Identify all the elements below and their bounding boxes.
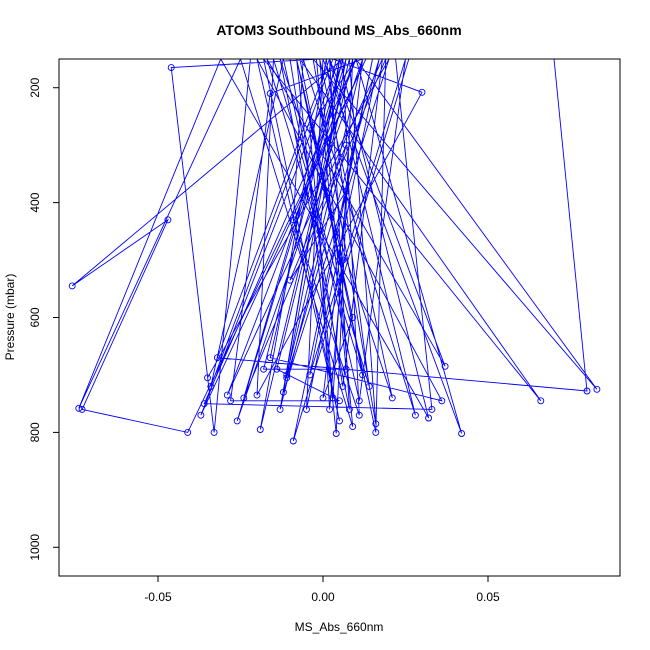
data-point: [227, 397, 235, 405]
data-point: [204, 374, 211, 382]
plot-area: [68, 59, 601, 445]
data-point: [283, 374, 291, 382]
data-point: [289, 437, 297, 445]
data-point: [197, 411, 205, 419]
x-axis: -0.05 0.00 0.05: [144, 576, 500, 604]
data-point: [438, 397, 446, 405]
y-axis: 200 400 600 800 1000: [28, 77, 59, 561]
data-point: [593, 385, 601, 393]
data-point: [303, 405, 310, 413]
data-point: [441, 362, 449, 370]
data-point: [319, 394, 327, 402]
data-point: [339, 382, 347, 390]
data-point: [537, 397, 545, 405]
data-point: [336, 397, 343, 405]
y-tick-label: 600: [28, 307, 42, 327]
data-point: [78, 405, 86, 413]
data-point: [428, 405, 436, 413]
data-point: [240, 394, 248, 402]
y-axis-label: Pressure (mbar): [3, 274, 17, 361]
data-point: [289, 216, 297, 224]
data-point: [345, 405, 353, 413]
data-point: [260, 365, 268, 373]
data-point: [283, 371, 291, 379]
data-point: [306, 124, 314, 132]
plot-frame: [58, 58, 621, 577]
data-point: [266, 90, 274, 97]
data-point: [184, 428, 192, 436]
series-line: [71, 59, 598, 442]
data-point: [210, 428, 218, 436]
data-point: [326, 405, 334, 413]
data-point: [355, 397, 363, 405]
data-point: [355, 411, 363, 419]
data-point: [458, 430, 466, 437]
data-point: [411, 411, 419, 419]
x-axis-label: MS_Abs_660nm: [295, 620, 384, 634]
x-tick-label: -0.05: [144, 590, 172, 604]
data-point: [75, 404, 83, 412]
data-point: [253, 391, 261, 399]
y-tick-label: 200: [28, 77, 42, 97]
chart-title: ATOM3 Southbound MS_Abs_660nm: [216, 22, 461, 38]
data-point: [329, 394, 337, 402]
data-point: [425, 414, 433, 422]
x-tick-label: 0.05: [476, 590, 500, 604]
data-point: [167, 64, 175, 72]
data-point: [388, 394, 396, 402]
data-point: [279, 388, 287, 396]
data-point: [372, 420, 380, 428]
data-point: [336, 417, 343, 425]
data-point: [418, 88, 426, 96]
y-tick-label: 800: [28, 422, 42, 442]
data-point: [365, 382, 373, 390]
data-point: [286, 276, 294, 284]
data-point: [273, 365, 281, 373]
data-point: [583, 387, 591, 395]
data-point: [276, 405, 284, 413]
data-point: [349, 314, 357, 321]
data-point: [207, 382, 215, 390]
data-point: [200, 400, 208, 408]
x-tick-label: 0.00: [311, 590, 335, 604]
data-point: [359, 371, 367, 379]
data-point: [68, 282, 76, 290]
data-point: [306, 371, 314, 379]
data-point: [316, 227, 324, 235]
data-point: [233, 417, 241, 425]
data-point: [342, 365, 350, 373]
data-point: [349, 423, 357, 431]
data-point: [164, 216, 172, 224]
data-point: [332, 430, 340, 437]
y-tick-label: 1000: [28, 534, 42, 561]
data-point: [223, 391, 231, 399]
data-point: [256, 426, 264, 433]
data-point: [339, 256, 347, 264]
data-point: [266, 354, 274, 362]
data-point: [342, 187, 350, 195]
y-tick-label: 400: [28, 192, 42, 212]
data-point: [213, 354, 221, 362]
data-point: [372, 428, 380, 436]
data-point: [342, 141, 350, 149]
